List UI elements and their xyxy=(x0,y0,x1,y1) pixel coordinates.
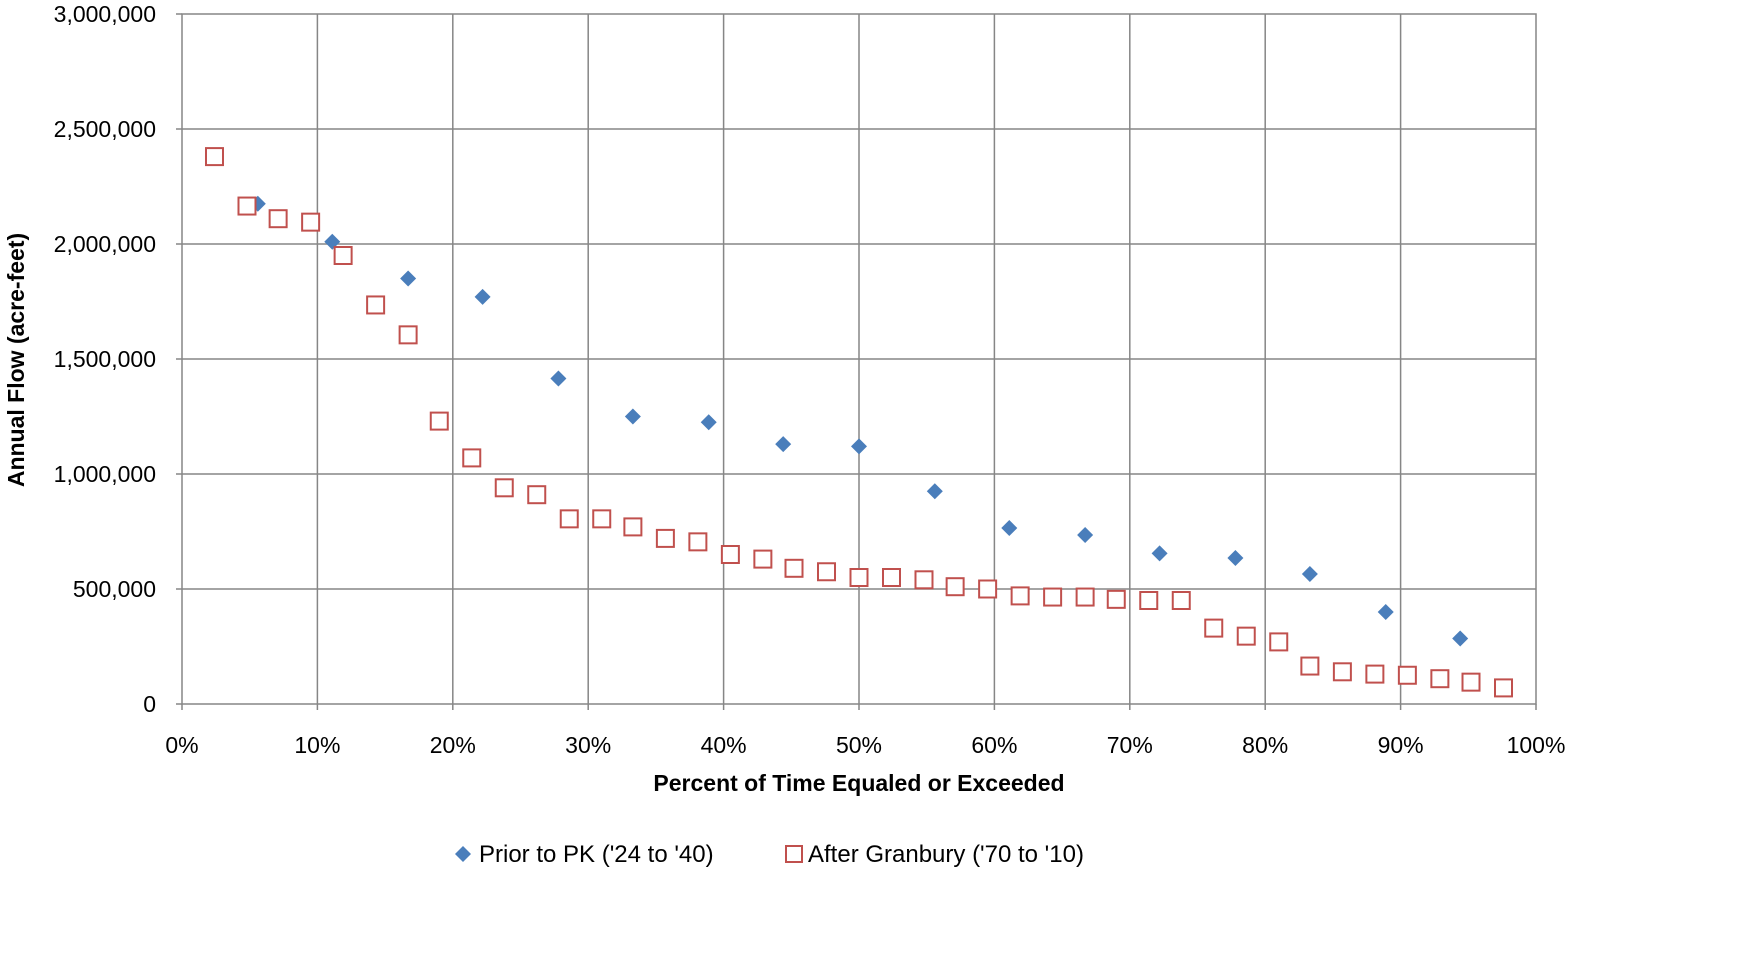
data-point-after-granbury xyxy=(817,562,837,582)
legend-label-prior-to-pk: Prior to PK ('24 to '40) xyxy=(479,841,714,868)
data-point-after-granbury xyxy=(462,448,482,468)
gridlines xyxy=(176,13,1537,710)
data-point-after-granbury xyxy=(1332,662,1352,682)
data-point-after-granbury xyxy=(559,509,579,529)
data-point-prior-to-pk xyxy=(1001,520,1018,537)
data-point-prior-to-pk xyxy=(1452,630,1469,647)
y-tick-label: 1,000,000 xyxy=(54,461,156,487)
y-tick-label: 2,500,000 xyxy=(54,116,156,142)
x-tick-label: 10% xyxy=(294,732,340,758)
data-point-after-granbury xyxy=(398,325,418,345)
data-point-after-granbury xyxy=(1300,656,1320,676)
legend-marker-diamond xyxy=(455,846,471,862)
data-point-after-granbury xyxy=(655,528,675,548)
data-point-prior-to-pk xyxy=(775,436,792,453)
data-point-prior-to-pk xyxy=(1227,549,1244,566)
data-point-after-granbury xyxy=(623,517,643,537)
data-point-prior-to-pk xyxy=(1377,604,1394,620)
x-tick-label: 0% xyxy=(165,732,198,758)
data-point-after-granbury xyxy=(1171,591,1191,610)
y-axis-ticks: 0 500,000 1,000,000 1,500,000 2,000,000 2,500… xyxy=(54,1,156,717)
data-point-after-granbury xyxy=(849,568,869,587)
legend: Prior to PK ('24 to '40) After Granbury … xyxy=(455,841,1084,868)
y-tick-label: 3,000,000 xyxy=(54,1,156,27)
data-point-after-granbury xyxy=(1204,618,1224,638)
data-point-after-granbury xyxy=(945,577,965,597)
data-point-after-granbury xyxy=(237,196,257,216)
legend-item-after-granbury: After Granbury ('70 to '10) xyxy=(785,841,1084,868)
data-point-after-granbury xyxy=(366,295,386,315)
data-point-prior-to-pk xyxy=(324,233,341,250)
data-point-prior-to-pk xyxy=(550,370,567,387)
data-point-after-granbury xyxy=(881,568,901,587)
data-point-after-granbury xyxy=(1397,665,1417,685)
x-axis-ticks: 0% 10% 20% 30% 40% 50% 60% 70% 80% 90% 100% xyxy=(165,732,1565,758)
data-point-after-granbury xyxy=(1494,678,1514,698)
data-point-after-granbury xyxy=(268,209,288,229)
data-point-after-granbury xyxy=(1269,632,1289,652)
data-point-after-granbury xyxy=(204,147,224,167)
data-point-after-granbury xyxy=(720,545,740,564)
data-points xyxy=(204,147,1514,698)
data-point-after-granbury xyxy=(1365,664,1385,684)
x-tick-label: 40% xyxy=(701,732,747,758)
data-point-after-granbury xyxy=(914,570,934,590)
data-point-after-granbury xyxy=(753,549,773,569)
y-tick-label: 2,000,000 xyxy=(54,231,156,257)
legend-label-after-granbury: After Granbury ('70 to '10) xyxy=(808,841,1084,868)
plot-area-border xyxy=(181,13,1537,705)
data-point-after-granbury xyxy=(527,485,547,505)
data-point-after-granbury xyxy=(494,478,514,498)
y-tick-label: 0 xyxy=(143,691,156,717)
x-tick-label: 70% xyxy=(1107,732,1153,758)
data-point-prior-to-pk xyxy=(926,483,943,500)
data-point-after-granbury xyxy=(429,411,449,431)
data-point-after-granbury xyxy=(1010,586,1030,606)
data-point-after-granbury xyxy=(592,509,612,529)
y-axis-title: Annual Flow (acre-feet) xyxy=(3,233,29,487)
data-point-after-granbury xyxy=(978,579,998,599)
data-point-prior-to-pk xyxy=(1151,545,1168,562)
x-tick-label: 60% xyxy=(971,732,1017,758)
data-point-prior-to-pk xyxy=(851,438,867,455)
x-tick-label: 80% xyxy=(1242,732,1288,758)
data-point-after-granbury xyxy=(1106,589,1126,609)
y-tick-label: 1,500,000 xyxy=(54,346,156,372)
x-tick-label: 90% xyxy=(1378,732,1424,758)
data-point-prior-to-pk xyxy=(700,414,717,431)
data-point-after-granbury xyxy=(333,246,353,265)
data-point-after-granbury xyxy=(1043,587,1063,607)
legend-item-prior-to-pk: Prior to PK ('24 to '40) xyxy=(455,841,714,868)
data-point-after-granbury xyxy=(1236,626,1256,646)
y-tick-label: 500,000 xyxy=(73,576,156,602)
x-axis-title: Percent of Time Equaled or Exceeded xyxy=(653,770,1064,796)
data-point-prior-to-pk xyxy=(624,408,641,425)
x-tick-label: 30% xyxy=(565,732,611,758)
data-point-after-granbury xyxy=(301,212,321,232)
data-point-after-granbury xyxy=(1461,672,1481,692)
x-tick-label: 100% xyxy=(1507,732,1566,758)
x-tick-label: 50% xyxy=(836,732,882,758)
data-point-prior-to-pk xyxy=(1077,526,1094,543)
x-tick-label: 20% xyxy=(430,732,476,758)
data-point-prior-to-pk xyxy=(1301,566,1318,583)
data-point-after-granbury xyxy=(688,532,708,552)
legend-marker-square xyxy=(785,845,803,863)
data-point-after-granbury xyxy=(1075,587,1095,607)
data-point-prior-to-pk xyxy=(400,270,417,287)
data-point-after-granbury xyxy=(1430,669,1450,689)
data-point-after-granbury xyxy=(784,558,804,578)
data-point-prior-to-pk xyxy=(474,288,491,305)
data-point-after-granbury xyxy=(1139,591,1159,610)
